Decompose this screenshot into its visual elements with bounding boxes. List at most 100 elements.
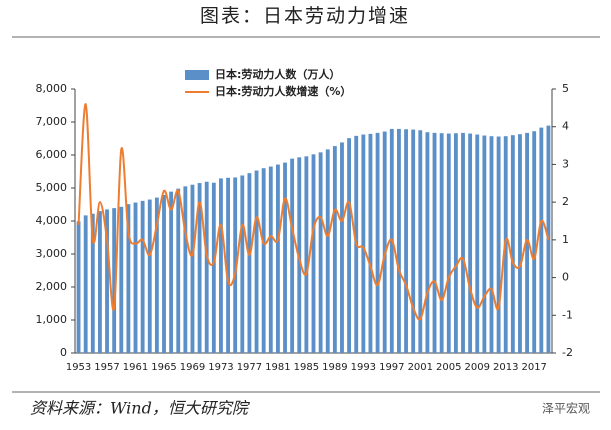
bar (219, 178, 223, 353)
y2-tick-label: 1 (562, 233, 569, 246)
bar (475, 134, 480, 353)
bar (461, 132, 465, 353)
x-tick-label: 1965 (151, 362, 176, 373)
x-tick-label: 1957 (94, 362, 119, 373)
bar (233, 177, 238, 353)
x-tick-label: 1981 (265, 362, 290, 373)
bar (154, 197, 159, 353)
bar (261, 168, 266, 353)
x-tick-label: 2001 (408, 362, 433, 373)
y-tick-label: 4,000 (36, 214, 68, 227)
y2-tick-label: 0 (562, 271, 569, 284)
x-tick-label: 2009 (465, 362, 490, 373)
y2-tick-label: 2 (562, 195, 569, 208)
bar (176, 188, 181, 353)
x-tick-label: 1989 (322, 362, 347, 373)
x-tick-label: 1961 (123, 362, 148, 373)
bar (133, 202, 138, 353)
bar (347, 138, 352, 353)
x-tick-label: 1993 (351, 362, 376, 373)
y2-tick-label: 3 (562, 157, 569, 170)
bar (304, 156, 309, 353)
x-tick-label: 1973 (208, 362, 233, 373)
x-tick-label: 1985 (294, 362, 319, 373)
bar (226, 177, 230, 353)
y-tick-label: 6,000 (36, 148, 68, 161)
bar (211, 182, 216, 353)
bar (140, 200, 145, 353)
bar (240, 175, 245, 353)
y-tick-label: 1,000 (36, 313, 68, 326)
bar (432, 132, 437, 353)
bar (446, 133, 451, 353)
y-tick-label: 7,000 (36, 115, 68, 128)
bar (126, 204, 131, 353)
bar (404, 129, 408, 353)
bar (382, 131, 387, 353)
bar (318, 152, 323, 353)
bar (411, 129, 416, 353)
bar (254, 170, 259, 353)
legend-swatch (185, 70, 209, 80)
bar (496, 136, 501, 353)
x-tick-label: 2017 (521, 362, 546, 373)
watermark: 泽平宏观 (542, 401, 590, 416)
bar (197, 183, 202, 353)
bar (375, 132, 380, 353)
bar (162, 194, 166, 353)
bar (247, 173, 252, 353)
bar (532, 131, 537, 353)
bar (190, 184, 195, 353)
bar (425, 132, 430, 353)
bar (439, 133, 444, 353)
bar (105, 209, 109, 353)
bar (468, 133, 473, 353)
y-tick-label: 5,000 (36, 181, 68, 194)
bar (510, 135, 515, 353)
bar (97, 211, 102, 353)
x-tick-label: 2013 (493, 362, 518, 373)
legend-label: 日本:劳动力人数增速（%） (215, 84, 351, 98)
bar (418, 130, 423, 353)
x-tick-label: 1953 (66, 362, 91, 373)
source: 资料来源：Wind，恒大研究院 (30, 399, 251, 418)
bar (311, 154, 316, 353)
y-tick-label: 0 (60, 346, 67, 359)
bar (397, 128, 401, 353)
bar (453, 133, 458, 353)
bar (489, 136, 494, 353)
y-tick-label: 3,000 (36, 247, 68, 260)
x-tick-label: 1969 (180, 362, 205, 373)
x-tick-label: 1997 (379, 362, 404, 373)
y-tick-label: 8,000 (36, 82, 68, 95)
bar (204, 181, 209, 353)
line (77, 103, 550, 321)
bar (518, 134, 522, 353)
bar (368, 133, 373, 353)
bar (290, 158, 295, 353)
bar (183, 186, 188, 353)
bar (340, 142, 344, 353)
bar (119, 206, 124, 353)
y2-tick-label: -1 (562, 308, 573, 321)
bar (482, 135, 487, 353)
bar (76, 221, 81, 353)
bar (147, 199, 152, 353)
bar (539, 127, 544, 353)
x-tick-label: 1977 (237, 362, 262, 373)
legend-label: 日本:劳动力人数（万人） (215, 67, 340, 81)
bar (112, 208, 117, 353)
bar (525, 132, 530, 353)
bar (332, 146, 337, 353)
bar (361, 134, 366, 353)
bar (283, 162, 287, 353)
bar (90, 213, 95, 353)
chart-title: 图表：日本劳动力增速 (200, 5, 410, 27)
x-tick-label: 2005 (436, 362, 461, 373)
bar (325, 149, 330, 353)
y2-tick-label: 4 (562, 120, 569, 133)
y-tick-label: 2,000 (36, 280, 68, 293)
bar (83, 215, 88, 353)
bar (169, 191, 174, 353)
